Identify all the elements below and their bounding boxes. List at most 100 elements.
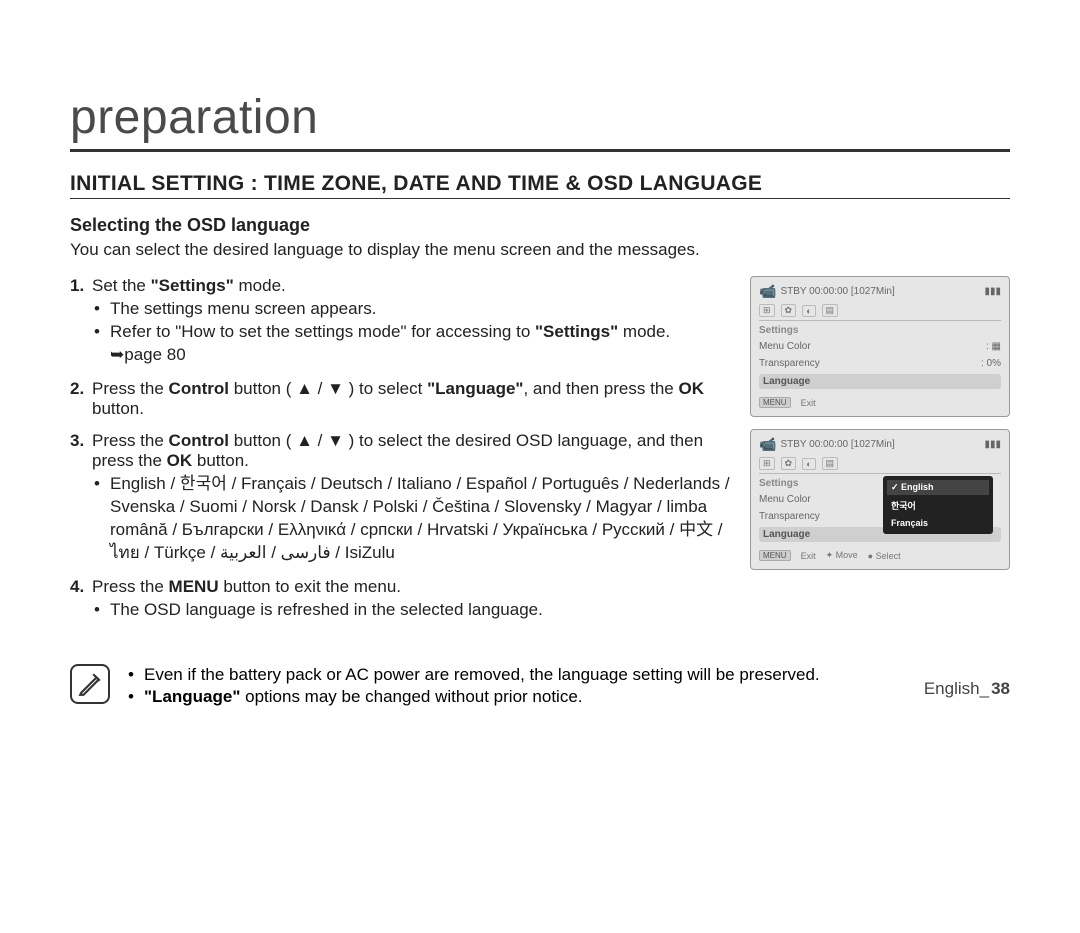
row-label: Language (763, 529, 810, 540)
text: Press the (92, 431, 169, 450)
aperture-icon: ◐ (802, 458, 815, 470)
row-label: Transparency (759, 511, 820, 522)
step-num: 3. (70, 431, 84, 451)
lcd-toolbar: ⊞ ✿ ◐ ▤ (759, 457, 1001, 474)
chevron-down-icon: ▼ (327, 431, 344, 451)
divider-thick (70, 149, 1010, 152)
language-popup: ✓ English 한국어 Français (883, 476, 993, 534)
camcorder-icon: 📹 (759, 283, 776, 300)
popup-item: 한국어 (887, 497, 989, 514)
step-num: 1. (70, 276, 84, 296)
lcd-row: Menu Color: ▦ (759, 340, 1001, 353)
note-icon (70, 664, 110, 704)
row-label: Transparency (759, 358, 820, 369)
gear-icon: ✿ (781, 304, 797, 317)
text: , and then press the (523, 379, 678, 398)
lcd-footer: MENU Exit (759, 397, 1001, 408)
lcd-column: 📹 STBY 00:00:00 [1027Min] ▮▮▮ ⊞ ✿ ◐ ▤ Setti… (750, 276, 1010, 570)
bold: OK (167, 451, 193, 470)
bullet: The settings menu screen appears. (92, 298, 732, 321)
chevron-down-icon: ▼ (327, 379, 344, 399)
page-footer: English_38 (924, 679, 1010, 699)
text: button to exit the menu. (219, 577, 401, 596)
move-label: ✦ Move (826, 550, 858, 561)
text: Press the (92, 577, 169, 596)
bold: OK (678, 379, 704, 398)
aperture-icon: ◐ (802, 305, 815, 317)
text: button ( (229, 379, 296, 398)
lcd-row-selected: Language (759, 374, 1001, 389)
lcd-status-bar: 📹 STBY 00:00:00 [1027Min] ▮▮▮ (759, 283, 1001, 300)
row-value: : 0% (981, 358, 1001, 369)
text: Refer to "How to set the settings mode" … (110, 322, 535, 341)
bold: MENU (169, 577, 219, 596)
misc-icon: ▤ (822, 304, 839, 317)
exit-label: Exit (801, 551, 816, 561)
battery-icon: ▮▮▮ (984, 439, 1001, 450)
step-text: Set the (92, 276, 151, 295)
lcd-toolbar: ⊞ ✿ ◐ ▤ (759, 304, 1001, 321)
lcd-row: Transparency : 0% (759, 357, 1001, 370)
page-ref: ➥page 80 (110, 345, 186, 364)
menu-tag: MENU (759, 397, 791, 408)
step-1: 1. Set the "Settings" mode. The settings… (70, 276, 732, 367)
row-label: Language (763, 376, 810, 387)
bold: "Language" (427, 379, 523, 398)
step-num: 4. (70, 577, 84, 597)
text-column: 1. Set the "Settings" mode. The settings… (70, 276, 732, 634)
misc-icon: ▤ (822, 457, 839, 470)
bullet: The OSD language is refreshed in the sel… (92, 599, 732, 622)
bold: "Settings" (535, 322, 618, 341)
step-3: 3. Press the Control button ( ▲ / ▼ ) to… (70, 431, 732, 565)
lcd-screenshot-1: 📹 STBY 00:00:00 [1027Min] ▮▮▮ ⊞ ✿ ◐ ▤ Setti… (750, 276, 1010, 417)
camcorder-icon: 📹 (759, 436, 776, 453)
chevron-up-icon: ▲ (296, 379, 313, 399)
slash: / (313, 379, 327, 398)
step-list: 1. Set the "Settings" mode. The settings… (70, 276, 732, 622)
exit-label: Exit (801, 398, 816, 408)
content-row: 1. Set the "Settings" mode. The settings… (70, 276, 1010, 634)
lcd-status-bar: 📹 STBY 00:00:00 [1027Min] ▮▮▮ (759, 436, 1001, 453)
lcd-screenshot-2: 📹 STBY 00:00:00 [1027Min] ▮▮▮ ⊞✿◐▤ Setti… (750, 429, 1010, 570)
select-label: ● Select (868, 551, 901, 561)
bold: Control (169, 379, 229, 398)
lcd-tab: Settings (759, 325, 1001, 336)
gear-icon: ✿ (781, 457, 797, 470)
text: mode. (618, 322, 670, 341)
text: Press the (92, 379, 169, 398)
step-text: mode. (234, 276, 286, 295)
note-item: "Language" options may be changed withou… (126, 686, 820, 709)
popup-item-selected: ✓ English (887, 480, 989, 495)
section-title: INITIAL SETTING : TIME ZONE, DATE AND TI… (70, 172, 1010, 196)
footer-lang: English (924, 679, 980, 698)
popup-item: Français (887, 516, 989, 530)
note-list: Even if the battery pack or AC power are… (126, 664, 820, 710)
step-4: 4. Press the MENU button to exit the men… (70, 577, 732, 622)
lcd-status: STBY 00:00:00 [1027Min] (780, 286, 894, 297)
step-num: 2. (70, 379, 84, 399)
grid-icon: ⊞ (759, 304, 775, 317)
text: button. (92, 399, 144, 418)
step-2: 2. Press the Control button ( ▲ / ▼ ) to… (70, 379, 732, 419)
sub-bullets: The settings menu screen appears. Refer … (92, 298, 732, 367)
text: options may be changed without prior not… (240, 687, 582, 706)
chapter-title: preparation (70, 90, 1010, 145)
chevron-up-icon: ▲ (296, 431, 313, 451)
row-label: Menu Color (759, 341, 811, 352)
bold: Control (169, 431, 229, 450)
sub-bullets: English / 한국어 / Français / Deutsch / Ita… (92, 473, 732, 565)
text: button. (192, 451, 249, 470)
lcd-status: STBY 00:00:00 [1027Min] (780, 439, 894, 450)
menu-tag: MENU (759, 550, 791, 561)
intro-text: You can select the desired language to d… (70, 240, 1010, 260)
bold: "Settings" (151, 276, 234, 295)
battery-icon: ▮▮▮ (984, 286, 1001, 297)
language-list: English / 한국어 / Français / Deutsch / Ita… (92, 473, 732, 565)
page-number: 38 (991, 679, 1010, 698)
text: ) to select (344, 379, 427, 398)
grid-icon: ⊞ (759, 457, 775, 470)
subsection-title: Selecting the OSD language (70, 215, 1010, 236)
bold: "Language" (144, 687, 240, 706)
note-box: Even if the battery pack or AC power are… (70, 664, 1010, 710)
row-label: Menu Color (759, 494, 811, 505)
